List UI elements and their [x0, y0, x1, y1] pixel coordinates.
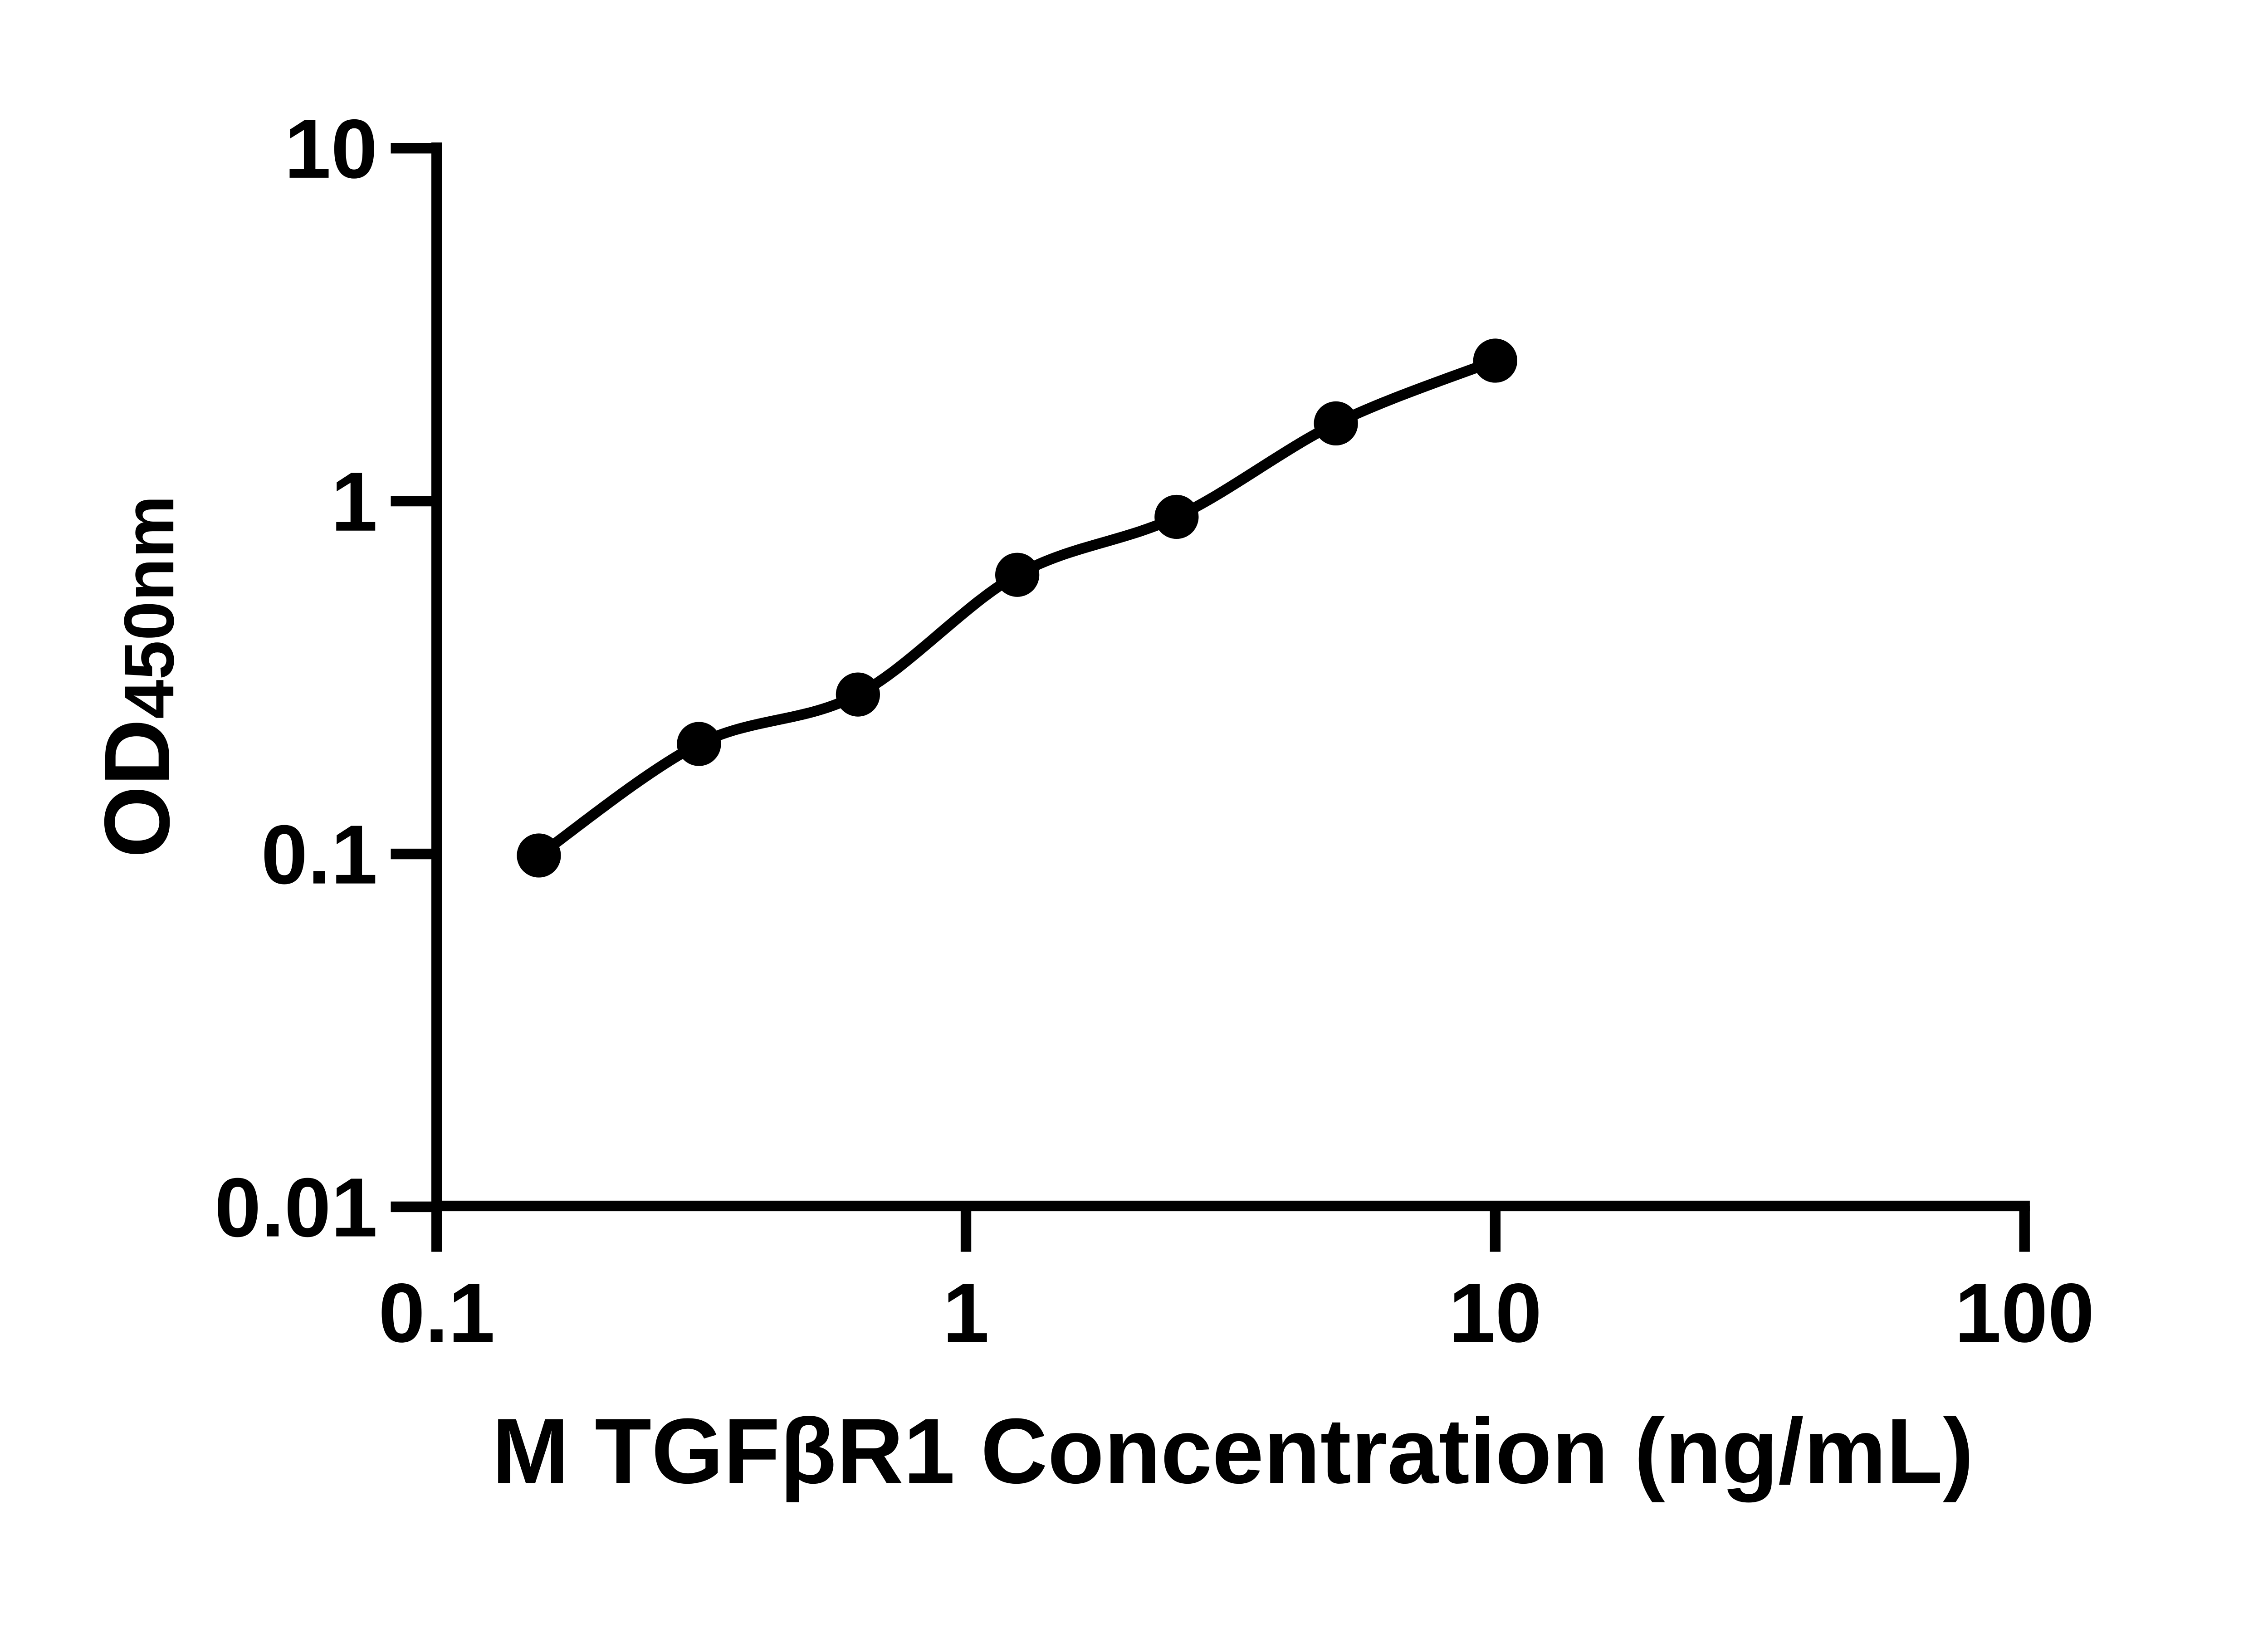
- y-tick-label: 1: [331, 455, 378, 549]
- data-point: [677, 722, 721, 766]
- data-point: [1473, 338, 1518, 383]
- data-point: [995, 552, 1040, 597]
- x-tick-label: 0.1: [378, 1266, 495, 1360]
- y-axis-label: OD450nm: [85, 495, 189, 858]
- x-tick-label: 1: [943, 1266, 989, 1360]
- y-axis-label-main: OD: [85, 719, 189, 858]
- data-point: [1314, 401, 1358, 446]
- elisa-standard-curve-figure: 0.1 1 10 100 10 1 0.1 0.01 M TGFβR1 Concentrat…: [85, 102, 2095, 1503]
- y-tick-label: 10: [284, 103, 378, 196]
- y-tick-label: 0.01: [215, 1161, 378, 1255]
- data-series-layer: [517, 338, 1518, 878]
- data-point: [1154, 494, 1199, 539]
- data-point: [836, 672, 880, 717]
- data-point: [517, 833, 561, 878]
- x-axis-ticks: 0.1 1 10 100: [378, 1206, 2094, 1360]
- y-axis-ticks: 10 1 0.1 0.01: [215, 103, 437, 1255]
- y-axis-label-subscript: 450nm: [109, 495, 188, 719]
- x-tick-label: 100: [1955, 1266, 2094, 1360]
- y-tick-label: 0.1: [261, 808, 378, 902]
- x-tick-label: 10: [1449, 1266, 1542, 1360]
- x-axis-label: M TGFβR1 Concentration (ng/mL): [492, 1399, 1974, 1503]
